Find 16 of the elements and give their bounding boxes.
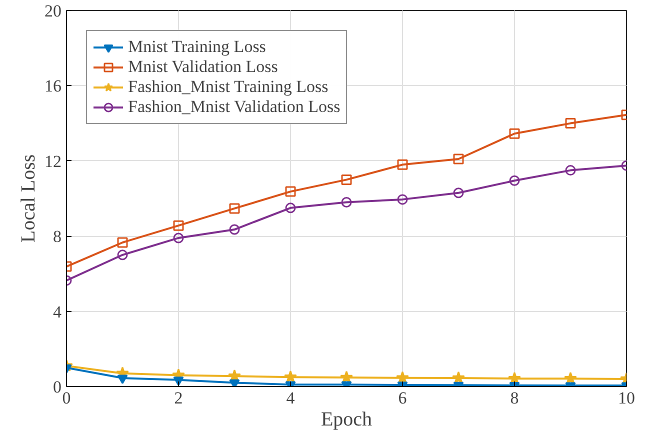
- y-tick-label: 4: [53, 302, 62, 322]
- legend-label: Fashion_Mnist Training Loss: [128, 77, 328, 97]
- y-tick-label: 12: [44, 152, 62, 171]
- legend-label: Mnist Training Loss: [128, 37, 266, 57]
- y-axis-title: Local Loss: [18, 154, 40, 243]
- y-tick-label: 8: [53, 227, 62, 246]
- legend-label: Fashion_Mnist Validation Loss: [128, 97, 340, 117]
- y-tick-label: 20: [44, 2, 62, 20]
- x-tick-label: 8: [510, 388, 519, 408]
- legend-label: Mnist Validation Loss: [128, 57, 278, 77]
- x-tick-label: 10: [618, 388, 635, 408]
- x-tick-label: 4: [286, 388, 296, 408]
- x-tick-label: 2: [174, 388, 183, 408]
- y-tick-label: 16: [44, 76, 62, 96]
- x-axis-title: Epoch: [320, 408, 372, 430]
- x-tick-label: 6: [398, 388, 407, 408]
